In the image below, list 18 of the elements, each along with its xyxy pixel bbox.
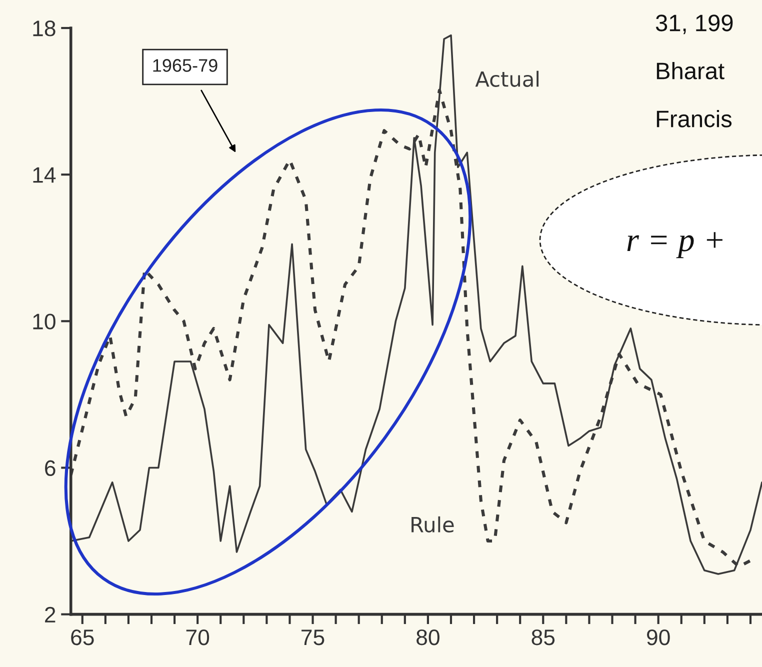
annotation: Francis	[656, 110, 732, 128]
y-tick-label: 10	[33, 314, 56, 330]
y-tick-label: 14	[33, 167, 56, 183]
x-tick-label: 90	[647, 629, 670, 646]
annotation: r = p +	[627, 232, 722, 258]
annotation: 31, 199	[656, 14, 733, 34]
x-tick-label: 65	[71, 629, 94, 646]
y-tick-label: 6	[45, 460, 56, 476]
annotation: 1965-79	[153, 59, 218, 72]
x-tick-label: 75	[302, 630, 324, 646]
series-label: Actual	[475, 70, 538, 87]
x-tick-label: 85	[532, 629, 555, 646]
x-tick-label: 80	[416, 629, 440, 646]
y-tick-label: 2	[45, 606, 56, 622]
annotation: Bharat	[656, 62, 724, 80]
x-tick-label: 70	[186, 629, 210, 646]
y-tick-label: 18	[33, 20, 56, 36]
series-label: Rule	[412, 516, 454, 533]
